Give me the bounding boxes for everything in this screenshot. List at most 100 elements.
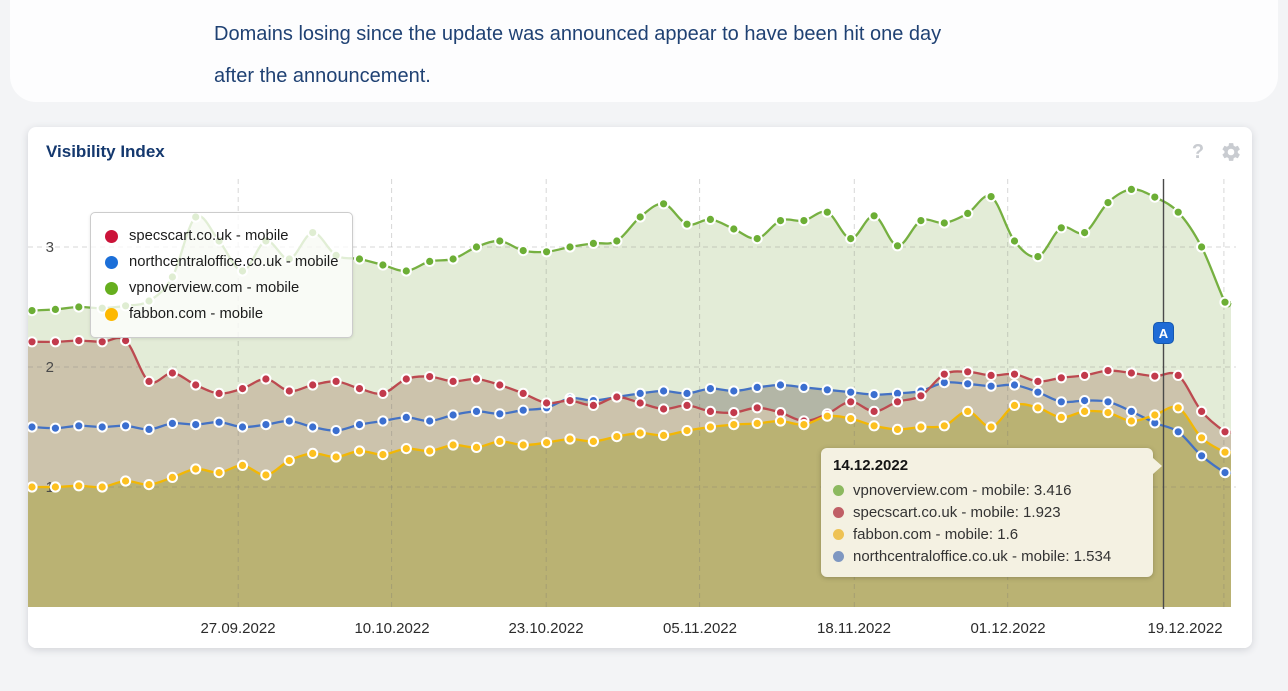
x-tick-label: 19.12.2022 [1147,620,1223,637]
update-marker-a[interactable]: A [1153,322,1174,344]
data-point [470,405,483,417]
data-point [1172,369,1184,381]
data-point [915,421,927,433]
data-point [774,215,787,227]
data-point [73,301,85,313]
data-point [424,445,436,457]
data-point [494,408,506,420]
data-point [166,367,178,379]
data-point [1008,379,1021,391]
x-tick-label: 27.09.2022 [200,620,276,637]
data-point [213,467,225,479]
data-point [236,459,249,471]
top-panel [10,0,1278,102]
data-point [1125,367,1138,379]
data-point [1125,405,1138,417]
data-point [1055,411,1067,423]
data-point [190,419,202,431]
data-point [658,429,670,441]
data-point [447,409,459,421]
data-point [845,413,857,425]
data-point [658,385,670,397]
data-point [985,191,997,203]
data-point [1149,191,1161,203]
data-point [143,479,155,491]
data-point [1079,369,1091,381]
data-point [938,420,950,432]
legend-dot [105,255,118,269]
chart-legend: specscart.co.uk - mobile northcentraloffi… [90,212,354,338]
data-point [587,399,600,411]
data-point [73,420,85,432]
data-point [236,383,249,395]
tooltip-date: 14.12.2022 [833,457,909,474]
data-point [798,419,810,431]
data-point [587,435,600,447]
visibility-chart[interactable]: 123 specscart.co.uk - mobilenorthcentral… [28,179,1236,609]
data-point [1172,206,1184,218]
data-point [1219,467,1231,479]
data-point [143,423,155,435]
data-point [49,481,61,493]
data-point [1149,370,1161,382]
y-tick-label: 2 [46,359,54,376]
data-point [1102,197,1114,209]
data-point [377,387,389,399]
data-point [751,417,763,429]
legend-dot [105,281,118,295]
data-point [845,386,857,398]
legend-label: specscart.co.uk - mobile [129,228,289,244]
data-point [1079,395,1091,407]
data-point [962,378,974,390]
tooltip-item: vpnoverview.com - mobile: 3.416 [833,479,1141,501]
legend-label: fabbon.com - mobile [129,306,264,322]
data-point [330,375,342,387]
data-point [494,235,506,247]
data-point [681,425,693,437]
data-point [283,455,295,467]
data-point [470,441,483,453]
x-tick-label: 18.11.2022 [817,620,891,637]
data-point [634,427,646,439]
data-point [1032,375,1044,387]
data-point [1172,426,1184,438]
data-point [96,336,108,348]
data-point [236,421,249,433]
help-icon[interactable]: ? [1191,141,1205,163]
data-point [377,449,389,461]
gear-icon[interactable] [1220,141,1242,163]
data-point [400,411,412,423]
card-title: Visibility Index [46,142,165,161]
data-point [353,419,366,431]
tooltip-items: vpnoverview.com - mobile: 3.416 specscart… [833,479,1141,567]
data-point [658,403,670,415]
data-point [564,395,576,407]
data-point [868,420,880,432]
tooltip-label: vpnoverview.com - mobile: 3.416 [853,481,1072,499]
data-point [751,381,763,393]
legend-item: vpnoverview.com - mobile [105,275,338,301]
data-point [868,210,880,222]
data-point [1055,372,1067,384]
data-point [73,480,85,492]
data-point [681,387,693,399]
data-point [1079,227,1091,239]
data-point [962,405,974,417]
data-point [985,380,997,392]
tooltip-dot [833,484,844,496]
data-point [96,481,108,493]
data-point [774,379,787,391]
data-point [1196,432,1208,444]
data-point [564,433,576,445]
data-point [541,437,553,449]
data-point [1219,296,1231,308]
data-point [1055,396,1067,408]
data-point [1102,396,1114,408]
data-point [1172,402,1184,414]
data-point [891,396,904,408]
visibility-index-card: Visibility Index ? 123 specscart.co.uk -… [28,127,1252,648]
data-point [611,235,623,247]
data-point [1008,235,1021,247]
data-point [377,415,389,427]
tooltip-item: fabbon.com - mobile: 1.6 [833,523,1141,545]
